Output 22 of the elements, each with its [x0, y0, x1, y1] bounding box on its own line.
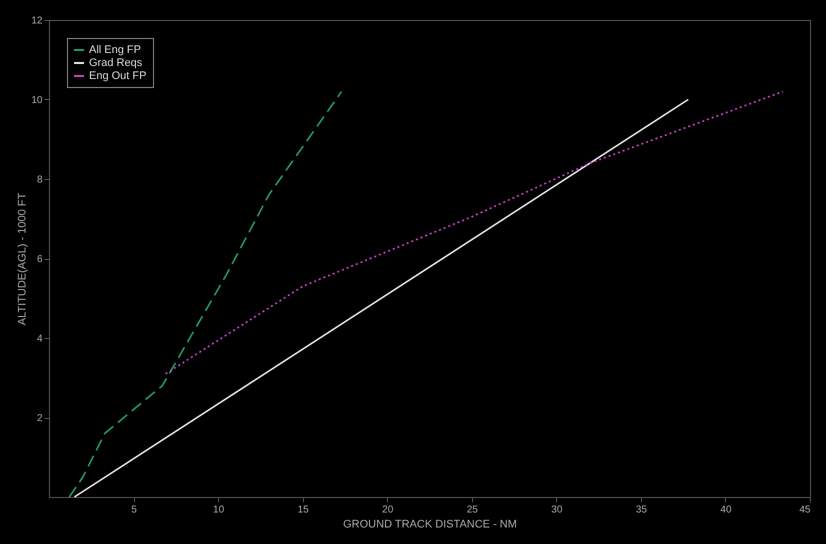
y-tick-label: 4	[36, 334, 43, 344]
legend-label: All Eng FP	[89, 44, 141, 56]
legend-label: Grad Reqs	[89, 57, 143, 69]
line-series	[68, 90, 342, 498]
y-tick-label: 12	[31, 16, 43, 26]
x-tick-label: 20	[382, 504, 394, 516]
x-tick-label: 10	[213, 504, 225, 516]
x-tick-label: 35	[636, 504, 648, 516]
y-tick-label: 10	[31, 95, 43, 106]
legend-label: Eng Out FP	[89, 70, 146, 82]
x-tick-label: 5	[131, 504, 138, 516]
y-tick-label: 6	[36, 254, 43, 265]
y-axis-title: ALTITUDE(AGL) - 1000 FT	[16, 192, 28, 326]
x-tick-label: 45	[799, 504, 811, 516]
y-tick-label: 8	[36, 174, 43, 186]
x-tick-label: 30	[551, 504, 563, 516]
x-tick-label: 15	[298, 504, 310, 516]
x-tick-label: 40	[720, 504, 732, 516]
x-axis-title: GROUND TRACK DISTANCE - NM	[343, 518, 517, 530]
y-tick-label: 2	[36, 413, 43, 424]
line-series	[164, 90, 784, 375]
x-tick-label: 25	[466, 504, 478, 516]
